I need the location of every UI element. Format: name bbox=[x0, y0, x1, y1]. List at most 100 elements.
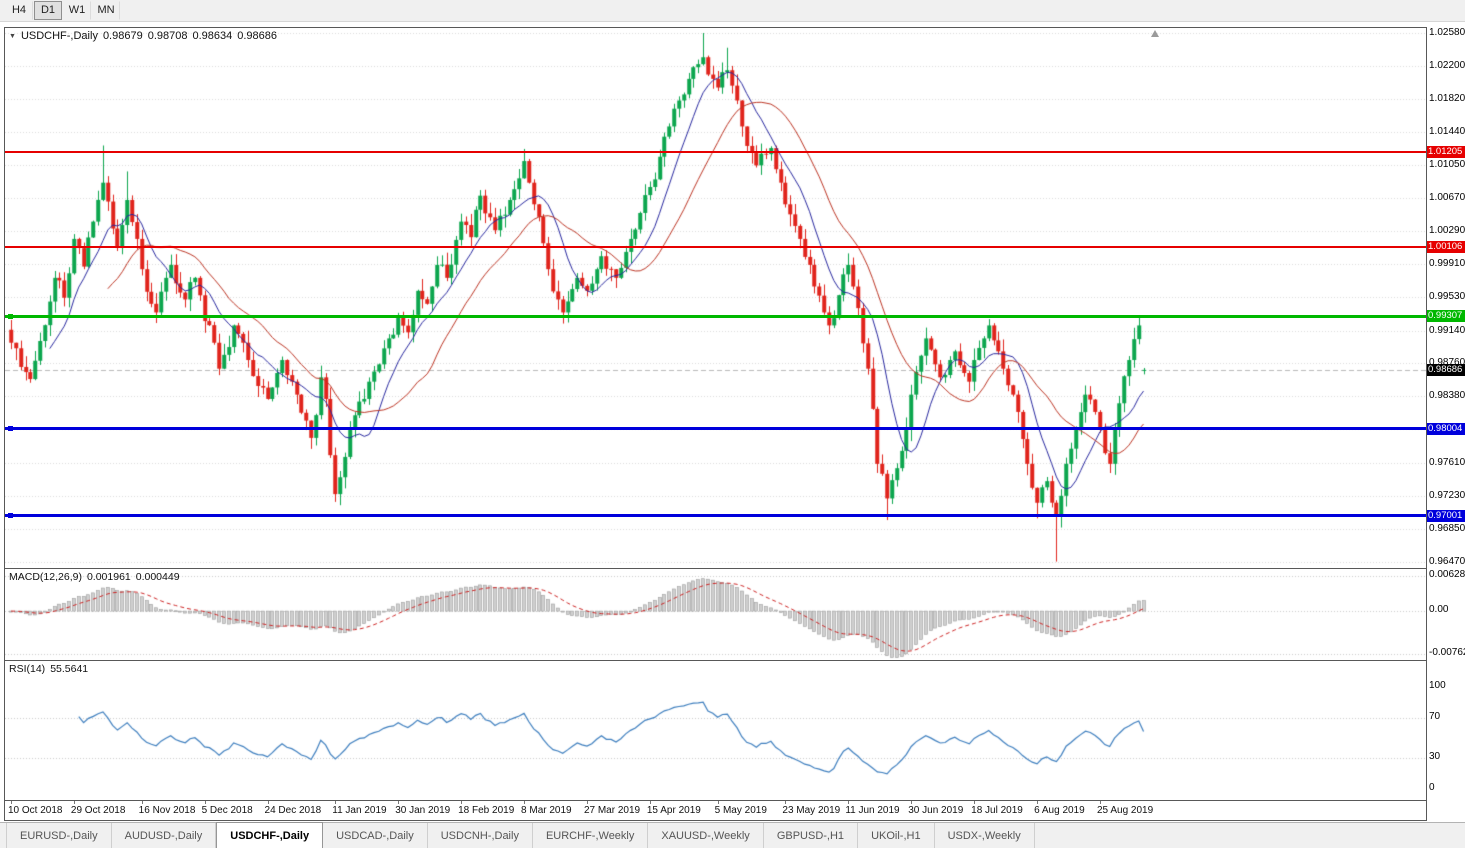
date-axis-label: 30 Jun 2019 bbox=[908, 805, 964, 816]
chart-tab-gbpusd-h1[interactable]: GBPUSD-,H1 bbox=[764, 823, 859, 848]
date-axis-tick bbox=[650, 801, 651, 804]
price-axis-tick: 0.98380 bbox=[1429, 390, 1465, 402]
macd-value-main: 0.001961 bbox=[86, 571, 131, 583]
price-level-badge: 1.00106 bbox=[1427, 241, 1465, 254]
rsi-axis-tick: 0 bbox=[1429, 781, 1435, 793]
chart-tab-eurchf-weekly[interactable]: EURCHF-,Weekly bbox=[533, 823, 649, 848]
price-axis-tick: 0.99530 bbox=[1429, 290, 1465, 302]
horizontal-level-line[interactable] bbox=[5, 246, 1426, 248]
price-axis-tick: 0.99140 bbox=[1429, 324, 1465, 336]
date-axis-tick bbox=[587, 801, 588, 804]
horizontal-level-line[interactable] bbox=[5, 151, 1426, 153]
rsi-canvas[interactable] bbox=[5, 662, 1426, 800]
horizontal-level-line[interactable] bbox=[5, 426, 1426, 431]
rsi-pane[interactable]: RSI(14) 55.5641 bbox=[5, 660, 1426, 800]
date-axis-label: 18 Jul 2019 bbox=[971, 805, 1023, 816]
macd-pane[interactable]: MACD(12,26,9) 0.001961 0.000449 bbox=[5, 568, 1426, 660]
timeframe-button-d1[interactable]: D1 bbox=[34, 1, 62, 20]
chart-tab-usdcad-daily[interactable]: USDCAD-,Daily bbox=[323, 823, 428, 848]
rsi-axis-tick: 70 bbox=[1429, 710, 1441, 722]
line-select-handle[interactable] bbox=[8, 513, 13, 518]
date-axis-label: 5 May 2019 bbox=[714, 805, 767, 816]
price-axis-tick: 0.98760 bbox=[1429, 358, 1465, 368]
macd-axis-tick: 0.006286 bbox=[1429, 569, 1465, 581]
line-select-handle[interactable] bbox=[8, 314, 13, 319]
price-axis-tick: 1.01820 bbox=[1429, 92, 1465, 104]
date-axis-tick bbox=[268, 801, 269, 804]
horizontal-level-line[interactable] bbox=[5, 314, 1426, 319]
price-chart-canvas[interactable] bbox=[5, 28, 1426, 568]
rsi-header: RSI(14) 55.5641 bbox=[9, 663, 88, 675]
macd-axis-tick: 0.00 bbox=[1429, 604, 1449, 616]
timeframe-button-h4[interactable]: H4 bbox=[5, 1, 33, 20]
macd-axis-tick: -0.00762 bbox=[1429, 646, 1465, 658]
horizontal-level-line[interactable] bbox=[5, 513, 1426, 518]
date-axis-tick bbox=[1037, 801, 1038, 804]
date-axis-label: 29 Oct 2018 bbox=[70, 805, 126, 816]
date-axis-tick bbox=[1100, 801, 1101, 804]
date-axis-label: 8 Mar 2019 bbox=[521, 805, 572, 816]
rsi-axis-tick: 100 bbox=[1429, 680, 1446, 692]
price-axis-tick: 1.02580 bbox=[1429, 27, 1465, 39]
date-axis-label: 10 Oct 2018 bbox=[8, 805, 63, 816]
price-level-badge: 0.99307 bbox=[1427, 310, 1465, 323]
timeframe-button-mn[interactable]: MN bbox=[92, 1, 120, 20]
chart-ohlc-header: ▼ USDCHF-,Daily 0.98679 0.98708 0.98634 … bbox=[9, 30, 277, 42]
price-axis-tick: 0.97610 bbox=[1429, 456, 1465, 468]
date-axis-tick bbox=[848, 801, 849, 804]
chart-tab-bar: EURUSD-,Daily AUDUSD-,Daily USDCHF-,Daily U… bbox=[0, 822, 1465, 848]
date-axis-tick bbox=[911, 801, 912, 804]
price-level-badge: 1.01205 bbox=[1427, 145, 1465, 158]
price-axis-tick: 1.02200 bbox=[1429, 59, 1465, 71]
date-axis-tick bbox=[11, 801, 12, 804]
date-axis-label: 24 Dec 2018 bbox=[264, 805, 322, 816]
date-axis-label: 18 Feb 2019 bbox=[458, 805, 515, 816]
price-axis-tick: 0.97230 bbox=[1429, 489, 1465, 501]
date-axis-tick bbox=[142, 801, 143, 804]
macd-header: MACD(12,26,9) 0.001961 0.000449 bbox=[9, 571, 180, 583]
price-pane[interactable]: ▼ USDCHF-,Daily 0.98679 0.98708 0.98634 … bbox=[5, 28, 1426, 568]
chart-tab-usdx-weekly[interactable]: USDX-,Weekly bbox=[935, 823, 1035, 848]
date-axis-tick bbox=[205, 801, 206, 804]
chart-tab-usdcnh-daily[interactable]: USDCNH-,Daily bbox=[428, 823, 533, 848]
ohlc-low: 0.98634 bbox=[192, 30, 233, 42]
price-axis-tick: 1.01050 bbox=[1429, 159, 1465, 171]
date-axis-label: 15 Apr 2019 bbox=[646, 805, 701, 816]
date-axis-tick bbox=[718, 801, 719, 804]
date-axis-label: 27 Mar 2019 bbox=[583, 805, 641, 816]
date-axis-tick bbox=[74, 801, 75, 804]
chart-tab-xauusd-weekly[interactable]: XAUUSD-,Weekly bbox=[648, 823, 764, 848]
chart-symbol-period: USDCHF-,Daily bbox=[20, 30, 98, 42]
date-axis-label: 6 Aug 2019 bbox=[1034, 805, 1085, 816]
price-axis-tick: 1.01440 bbox=[1429, 125, 1465, 137]
chart-tab-audusd-daily[interactable]: AUDUSD-,Daily bbox=[112, 823, 217, 848]
price-level-badge: 0.98004 bbox=[1427, 422, 1465, 435]
date-axis-tick bbox=[398, 801, 399, 804]
date-axis-tick bbox=[461, 801, 462, 804]
date-axis-label: 30 Jan 2019 bbox=[395, 805, 451, 816]
chart-menu-caret-icon[interactable]: ▼ bbox=[9, 32, 16, 40]
date-axis: 10 Oct 2018 29 Oct 2018 16 Nov 2018 5 Dec 2… bbox=[5, 800, 1426, 820]
date-axis-label: 25 Aug 2019 bbox=[1097, 805, 1154, 816]
date-axis-label: 11 Jun 2019 bbox=[845, 805, 900, 816]
ohlc-high: 0.98708 bbox=[147, 30, 188, 42]
timeframe-toolbar: H4 D1 W1 MN bbox=[0, 0, 1465, 22]
timeframe-button-w1[interactable]: W1 bbox=[63, 1, 91, 20]
line-select-handle[interactable] bbox=[8, 426, 13, 431]
rsi-value: 55.5641 bbox=[50, 663, 89, 675]
chart-tab-usdchf-daily[interactable]: USDCHF-,Daily bbox=[216, 822, 324, 848]
chart-tab-ukoil-h1[interactable]: UKOil-,H1 bbox=[858, 823, 935, 848]
chart-tab-eurusd-daily[interactable]: EURUSD-,Daily bbox=[6, 823, 112, 848]
price-level-badge: 0.97001 bbox=[1427, 509, 1465, 522]
price-axis-tick: 0.99910 bbox=[1429, 258, 1465, 269]
chart-shift-marker[interactable] bbox=[1151, 30, 1159, 37]
date-axis-label: 23 May 2019 bbox=[782, 805, 841, 816]
current-price-badge: 0.98686 bbox=[1427, 363, 1465, 376]
ohlc-open: 0.98679 bbox=[102, 30, 143, 42]
date-axis-label: 5 Dec 2018 bbox=[201, 805, 253, 816]
ohlc-close: 0.98686 bbox=[237, 30, 277, 42]
price-axis: 1.02580 1.02200 1.01820 1.01440 1.01050 1.006… bbox=[1427, 27, 1465, 821]
date-axis-tick bbox=[524, 801, 525, 804]
price-axis-tick: 1.00290 bbox=[1429, 225, 1465, 237]
macd-canvas[interactable] bbox=[5, 570, 1426, 660]
